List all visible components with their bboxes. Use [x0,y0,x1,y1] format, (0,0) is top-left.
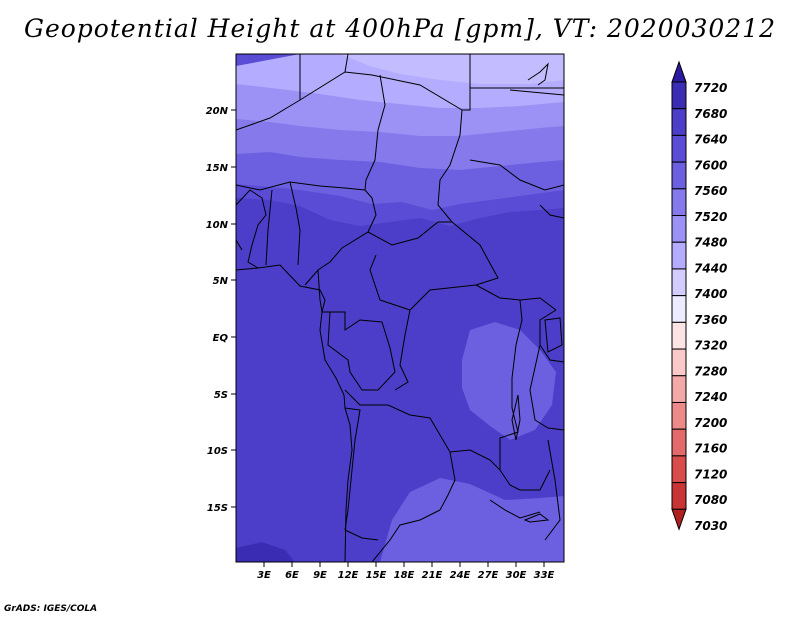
lon-axis: 3E 6E 9E 12E 15E 18E 21E 24E 27E 30E 33E [257,562,555,581]
lon-tick-30e: 30E [506,570,527,581]
lon-tick-6e: 6E [285,570,299,581]
colorbar-swatch [671,428,687,457]
country-borders [236,54,564,562]
lon-tick-27e: 27E [478,570,499,581]
lat-axis: 20N 15N 10N 5N EQ 5S 10S 15S [206,106,236,514]
geopotential-height-fill [236,54,564,562]
lat-tick-20n: 20N [206,106,229,117]
colorbar-label: 7480 [694,236,727,250]
lon-tick-3e: 3E [257,570,271,581]
colorbar-label: 7160 [694,442,727,456]
colorbar-swatch [671,268,687,297]
colorbar-label: 7440 [694,261,727,275]
colorbar-swatch [671,81,687,110]
colorbar-label: 7640 [694,133,727,147]
colorbar-swatch [671,215,687,243]
lat-tick-eq: EQ [213,333,229,344]
colorbar-swatch [671,241,687,270]
patch-7720-corner [236,542,295,562]
band-7640 [236,195,564,562]
band-7520 [236,115,564,170]
lat-tick-10n: 10N [206,220,229,231]
colorbar-swatch [671,482,687,510]
colorbar-swatch [671,108,687,136]
lon-tick-15e: 15E [366,570,387,581]
colorbar-swatch [671,321,687,350]
colorbar-label: 7080 [694,493,727,507]
colorbar-label: 7200 [694,416,727,430]
colorbar-label: 7280 [694,364,727,378]
colorbar-label: 7030 [694,519,727,533]
colorbar-swatch [671,375,687,403]
patch-7560-east [462,322,556,440]
band-7560 [236,148,564,210]
colorbar-swatch [671,134,687,163]
colorbar-label: 7680 [694,107,727,121]
colorbar-swatch [671,401,687,430]
colorbar-swatch [671,295,687,323]
colorbar-label: 7560 [694,184,727,198]
footer-credit: GrADS: IGES/COLA [4,604,98,614]
lon-tick-21e: 21E [422,570,443,581]
colorbar-label: 7120 [694,467,727,481]
colorbar-label: 7360 [694,313,727,327]
colorbar-label: 7600 [694,158,727,172]
colorbar-label: 7400 [694,287,727,301]
colorbar: 7720 7680 7640 7600 7560 7520 7480 7440 7400 7360… [671,60,727,533]
lon-tick-18e: 18E [394,570,415,581]
lat-tick-10s: 10S [207,446,228,457]
map-frame [235,53,565,563]
colorbar-swatch [671,348,687,377]
lon-tick-24e: 24E [450,570,471,581]
colorbar-bottom-arrow [671,508,687,531]
colorbar-top-arrow [671,60,687,83]
colorbar-swatch [671,188,687,217]
lat-tick-15n: 15N [206,163,229,174]
colorbar-label: 7240 [694,390,727,404]
colorbar-label: 7320 [694,339,727,353]
colorbar-label: 7520 [694,210,727,224]
lon-tick-12e: 12E [338,570,359,581]
band-7480 [236,80,564,136]
colorbar-label: 7720 [694,81,727,95]
patch-7560-south [380,478,564,562]
lon-tick-33e: 33E [534,570,555,581]
colorbar-swatch [671,455,687,484]
band-7400 [340,54,564,84]
lat-tick-5s: 5S [214,390,228,401]
lat-tick-5n: 5N [213,276,229,287]
colorbar-swatch [671,161,687,190]
map-title: Geopotential Height at 400hPa [gpm], VT:… [23,14,777,43]
lat-tick-15s: 15S [207,503,228,514]
lon-tick-9e: 9E [313,570,327,581]
